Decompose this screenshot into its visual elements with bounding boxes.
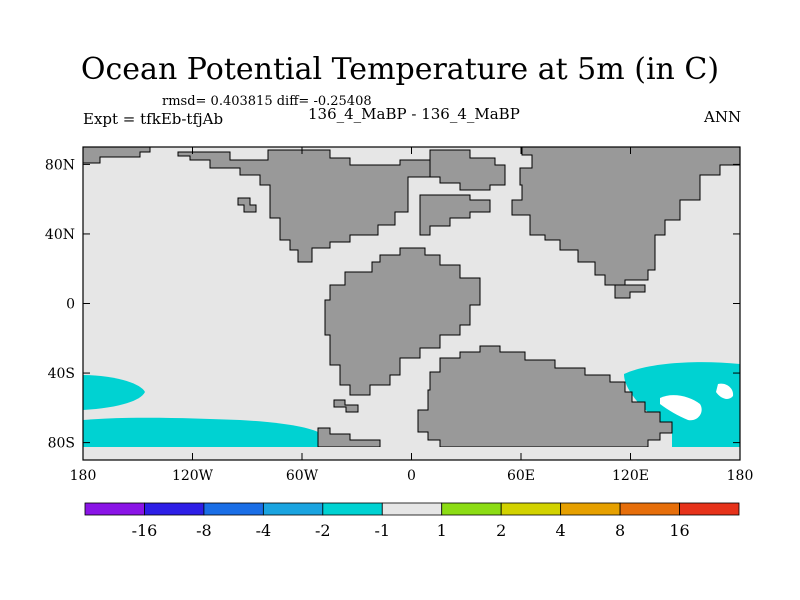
longitude-axis: 180 120W 60W 0 60E 120E 180: [70, 147, 754, 484]
colorbar-label: -2: [315, 521, 331, 540]
anomaly-gap-2: [716, 383, 734, 399]
colorbar-labels: -16 -8 -4 -2 -1 1 2 4 8 16: [132, 521, 690, 540]
latitude-axis: 80N 40N 0 40S 80S: [45, 157, 740, 452]
lon-tick-label: 0: [407, 468, 416, 484]
colorbar-label: -8: [196, 521, 212, 540]
anomaly-gap-layer: [660, 383, 734, 421]
land-europe-west: [419, 194, 491, 236]
lon-tick-label: 120W: [172, 468, 214, 484]
rmsd-diff-stats: rmsd= 0.403815 diff= -0.25408: [162, 94, 372, 109]
land-south-islands: [333, 399, 359, 413]
land-north-america: [177, 149, 431, 263]
land-north-america-islands: [237, 197, 257, 213]
land-arctic-west: [83, 147, 151, 164]
experiment-label: Expt = tfkEb-tfjAb: [83, 110, 224, 128]
colorbar-swatch: [144, 502, 205, 516]
colorbar-label: 1: [437, 521, 447, 540]
colorbar-swatch: [381, 502, 443, 516]
lat-tick-label: 80N: [45, 157, 75, 173]
anomaly-southern-band: [83, 417, 318, 447]
land-layer: [83, 147, 740, 448]
land-antarctica-australia: [417, 345, 673, 448]
colorbar-label: 2: [496, 521, 506, 540]
colorbar-label: 4: [556, 521, 566, 540]
colorbar-swatch: [441, 502, 502, 516]
colorbar-swatch: [203, 502, 264, 516]
lat-tick-label: 40N: [45, 227, 75, 243]
colorbar-swatch: [560, 502, 621, 516]
colorbar: [84, 502, 740, 516]
colorbar-swatch: [679, 502, 740, 516]
lon-tick-label: 180: [70, 468, 97, 484]
anomaly-gap-1: [660, 395, 702, 421]
colorbar-swatch: [84, 502, 145, 516]
colorbar-label: -4: [256, 521, 272, 540]
lat-tick-label: 40S: [48, 366, 75, 382]
lon-tick-label: 60W: [286, 468, 319, 484]
colorbar-label: -1: [374, 521, 390, 540]
colorbar-swatch: [262, 502, 324, 516]
lat-tick-label: 0: [66, 297, 75, 313]
lon-tick-label: 180: [727, 468, 754, 484]
land-east-asia-island: [614, 284, 646, 299]
season-label: ANN: [704, 108, 742, 126]
land-eurasia: [511, 147, 740, 286]
land-south-america-africa: [324, 247, 481, 396]
land-greenland: [429, 149, 506, 191]
plot-title: Ocean Potential Temperature at 5m (in C): [80, 52, 720, 87]
anomaly-southwest-band: [83, 375, 145, 410]
lon-tick-label: 60E: [507, 468, 535, 484]
colorbar-label: 8: [615, 521, 625, 540]
colorbar-label: -16: [132, 521, 158, 540]
lon-tick-label: 120E: [612, 468, 649, 484]
colorbar-swatch: [322, 502, 383, 516]
period-label: 136_4_MaBP - 136_4_MaBP: [308, 105, 520, 123]
lat-tick-label: 80S: [48, 436, 75, 452]
colorbar-label: 16: [669, 521, 689, 540]
colorbar-swatch: [619, 502, 680, 516]
colorbar-swatch: [500, 502, 562, 516]
